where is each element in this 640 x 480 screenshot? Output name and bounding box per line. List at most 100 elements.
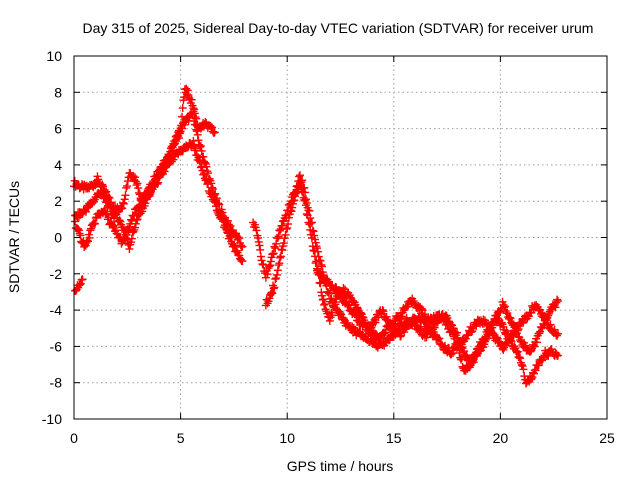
data-point-track-b	[195, 156, 204, 165]
data-point-track-c	[157, 167, 166, 176]
data-point-track-c	[154, 173, 163, 182]
data-point-track-b	[229, 240, 238, 249]
data-point-track-g	[553, 329, 562, 338]
data-point-track-a	[129, 172, 138, 181]
data-point-track-c	[71, 217, 80, 226]
data-point-track-f	[310, 247, 319, 256]
data-point-track-c	[91, 219, 100, 228]
data-point-track-e	[254, 237, 263, 246]
data-point-track-f	[275, 259, 284, 268]
data-point-track-g	[447, 350, 456, 359]
data-point-track-b	[232, 246, 241, 255]
data-point-track-e	[547, 345, 556, 354]
data-point-track-b	[210, 197, 219, 206]
data-point-track-b	[197, 162, 206, 171]
x-axis-label: GPS time / hours	[287, 458, 394, 474]
x-tick-label: 5	[177, 430, 185, 446]
data-point-track-b	[136, 209, 145, 218]
data-point-track-c	[130, 211, 139, 220]
data-point-track-f	[409, 297, 418, 306]
axis-ticks: 0 5 10 15 20 25 -10 -8 -6 -4 -2 0 2 4 6 8 10	[42, 48, 615, 446]
data-point-track-e	[257, 256, 266, 265]
data-point-track-g	[484, 321, 493, 330]
data-point-track-b	[212, 202, 221, 211]
data-point-track-e	[317, 260, 326, 269]
data-point-track-c	[166, 150, 175, 159]
data-point-track-f	[345, 292, 354, 301]
data-point-track-g	[553, 331, 562, 340]
data-point-track-f	[328, 311, 337, 320]
data-point-track-f	[381, 328, 390, 337]
data-point-track-f	[287, 207, 296, 216]
data-point-track-e	[519, 365, 528, 374]
x-tick-label: 20	[493, 430, 509, 446]
data-point-track-f	[302, 210, 311, 219]
data-point-track-b	[167, 157, 176, 166]
data-point-track-f	[535, 329, 544, 338]
data-point-track-c	[175, 134, 184, 143]
data-point-track-a	[238, 242, 247, 251]
data-point-track-e	[256, 252, 265, 261]
data-point-track-f	[291, 189, 300, 198]
data-point-track-c	[91, 214, 100, 223]
data-point-track-b	[219, 217, 228, 226]
data-point-track-f	[272, 270, 281, 279]
data-point-track-f	[300, 195, 309, 204]
data-point-track-e	[460, 347, 469, 356]
data-point-track-f	[553, 297, 562, 306]
data-point-track-c	[104, 213, 113, 222]
data-point-track-d	[75, 281, 84, 290]
data-point-track-f	[329, 301, 338, 310]
data-point-track-a	[134, 184, 143, 193]
data-point-track-f	[278, 246, 287, 255]
data-point-track-f	[438, 311, 447, 320]
data-point-track-b	[127, 238, 136, 247]
data-point-track-b	[221, 223, 230, 232]
data-point-track-c	[176, 127, 185, 136]
data-point-track-f	[396, 314, 405, 323]
data-point-track-f	[403, 302, 412, 311]
data-point-track-f	[309, 246, 318, 255]
data-point-track-b	[190, 146, 199, 155]
data-point-track-c	[84, 237, 93, 246]
data-point-track-e	[276, 226, 285, 235]
data-point-track-a	[98, 180, 107, 189]
data-point-track-e	[274, 232, 283, 241]
data-point-track-f	[303, 211, 312, 220]
data-point-track-a	[196, 142, 205, 151]
data-point-track-e	[313, 247, 322, 256]
data-point-track-f	[284, 213, 293, 222]
data-point-track-f	[443, 320, 452, 329]
data-point-track-f	[321, 305, 330, 314]
data-point-track-c	[177, 121, 186, 130]
data-point-track-e	[259, 260, 268, 269]
data-point-track-f	[270, 283, 279, 292]
data-point-track-f	[442, 316, 451, 325]
y-tick-label: 4	[54, 157, 62, 173]
data-point-track-b	[236, 255, 245, 264]
data-point-track-c	[76, 231, 85, 240]
chart-title: Day 315 of 2025, Sidereal Day-to-day VTE…	[83, 20, 594, 36]
data-point-track-b	[212, 206, 221, 215]
data-point-track-f	[306, 225, 315, 234]
data-point-track-g	[508, 331, 517, 340]
data-point-track-f	[530, 342, 539, 351]
data-point-track-c	[206, 121, 215, 130]
data-point-track-f	[397, 312, 406, 321]
y-axis-label: SDTVAR / TECUs	[6, 181, 22, 293]
y-tick-label: -4	[50, 302, 63, 318]
data-point-track-a	[121, 191, 130, 200]
data-point-track-e	[324, 288, 333, 297]
data-point-track-e	[531, 366, 540, 375]
data-point-track-b	[99, 193, 108, 202]
data-point-track-f	[380, 329, 389, 338]
data-point-track-f	[308, 242, 317, 251]
data-point-track-a	[235, 234, 244, 243]
data-point-track-f	[295, 179, 304, 188]
data-point-track-f	[304, 218, 313, 227]
data-point-track-f	[284, 220, 293, 229]
data-point-track-e	[534, 361, 543, 370]
data-point-track-g	[448, 348, 457, 357]
data-point-track-a	[119, 198, 128, 207]
